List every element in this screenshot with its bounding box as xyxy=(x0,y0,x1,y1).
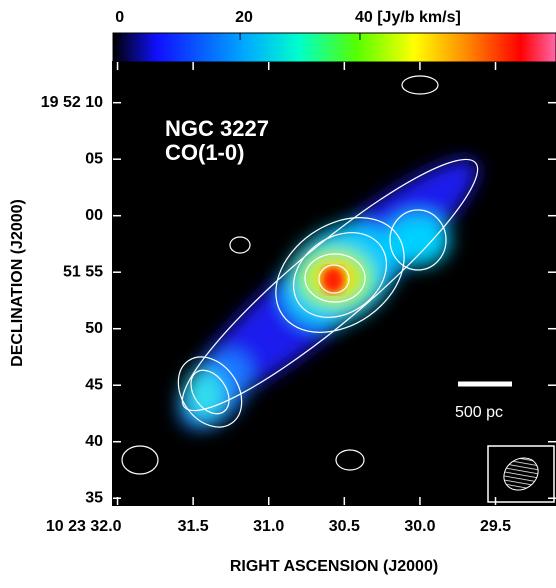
y-tick-label: 51 55 xyxy=(63,263,103,280)
x-tick-label: 31.0 xyxy=(253,518,284,535)
x-tick-label: 29.5 xyxy=(480,518,511,535)
annotation: 500 pc xyxy=(455,404,503,421)
colorbar-tick-label: 40 [Jy/b km/s] xyxy=(355,9,461,26)
y-tick-label: 45 xyxy=(85,376,103,393)
y-tick-label: 00 xyxy=(85,207,103,224)
map xyxy=(113,62,556,505)
colorbar-tick-label: 20 xyxy=(235,9,253,26)
annotation: CO(1-0) xyxy=(165,140,244,165)
y-tick-label: 05 xyxy=(85,150,103,167)
x-tick-label: 30.0 xyxy=(404,518,435,535)
colorbar-tick-label: 0 xyxy=(115,9,124,26)
y-axis-label: DECLINATION (J2000) xyxy=(9,199,26,367)
y-tick-label: 50 xyxy=(85,320,103,337)
x-tick-label: 10 23 32.0 xyxy=(46,518,122,535)
x-axis-label: RIGHT ASCENSION (J2000) xyxy=(230,558,438,575)
y-tick-label: 40 xyxy=(85,433,103,450)
colorbar xyxy=(112,32,556,63)
x-tick-label: 31.5 xyxy=(178,518,209,535)
y-tick-label: 19 52 10 xyxy=(41,94,103,111)
y-tick-label: 35 xyxy=(85,489,103,506)
annotation: NGC 3227 xyxy=(165,116,269,141)
x-tick-label: 30.5 xyxy=(329,518,360,535)
